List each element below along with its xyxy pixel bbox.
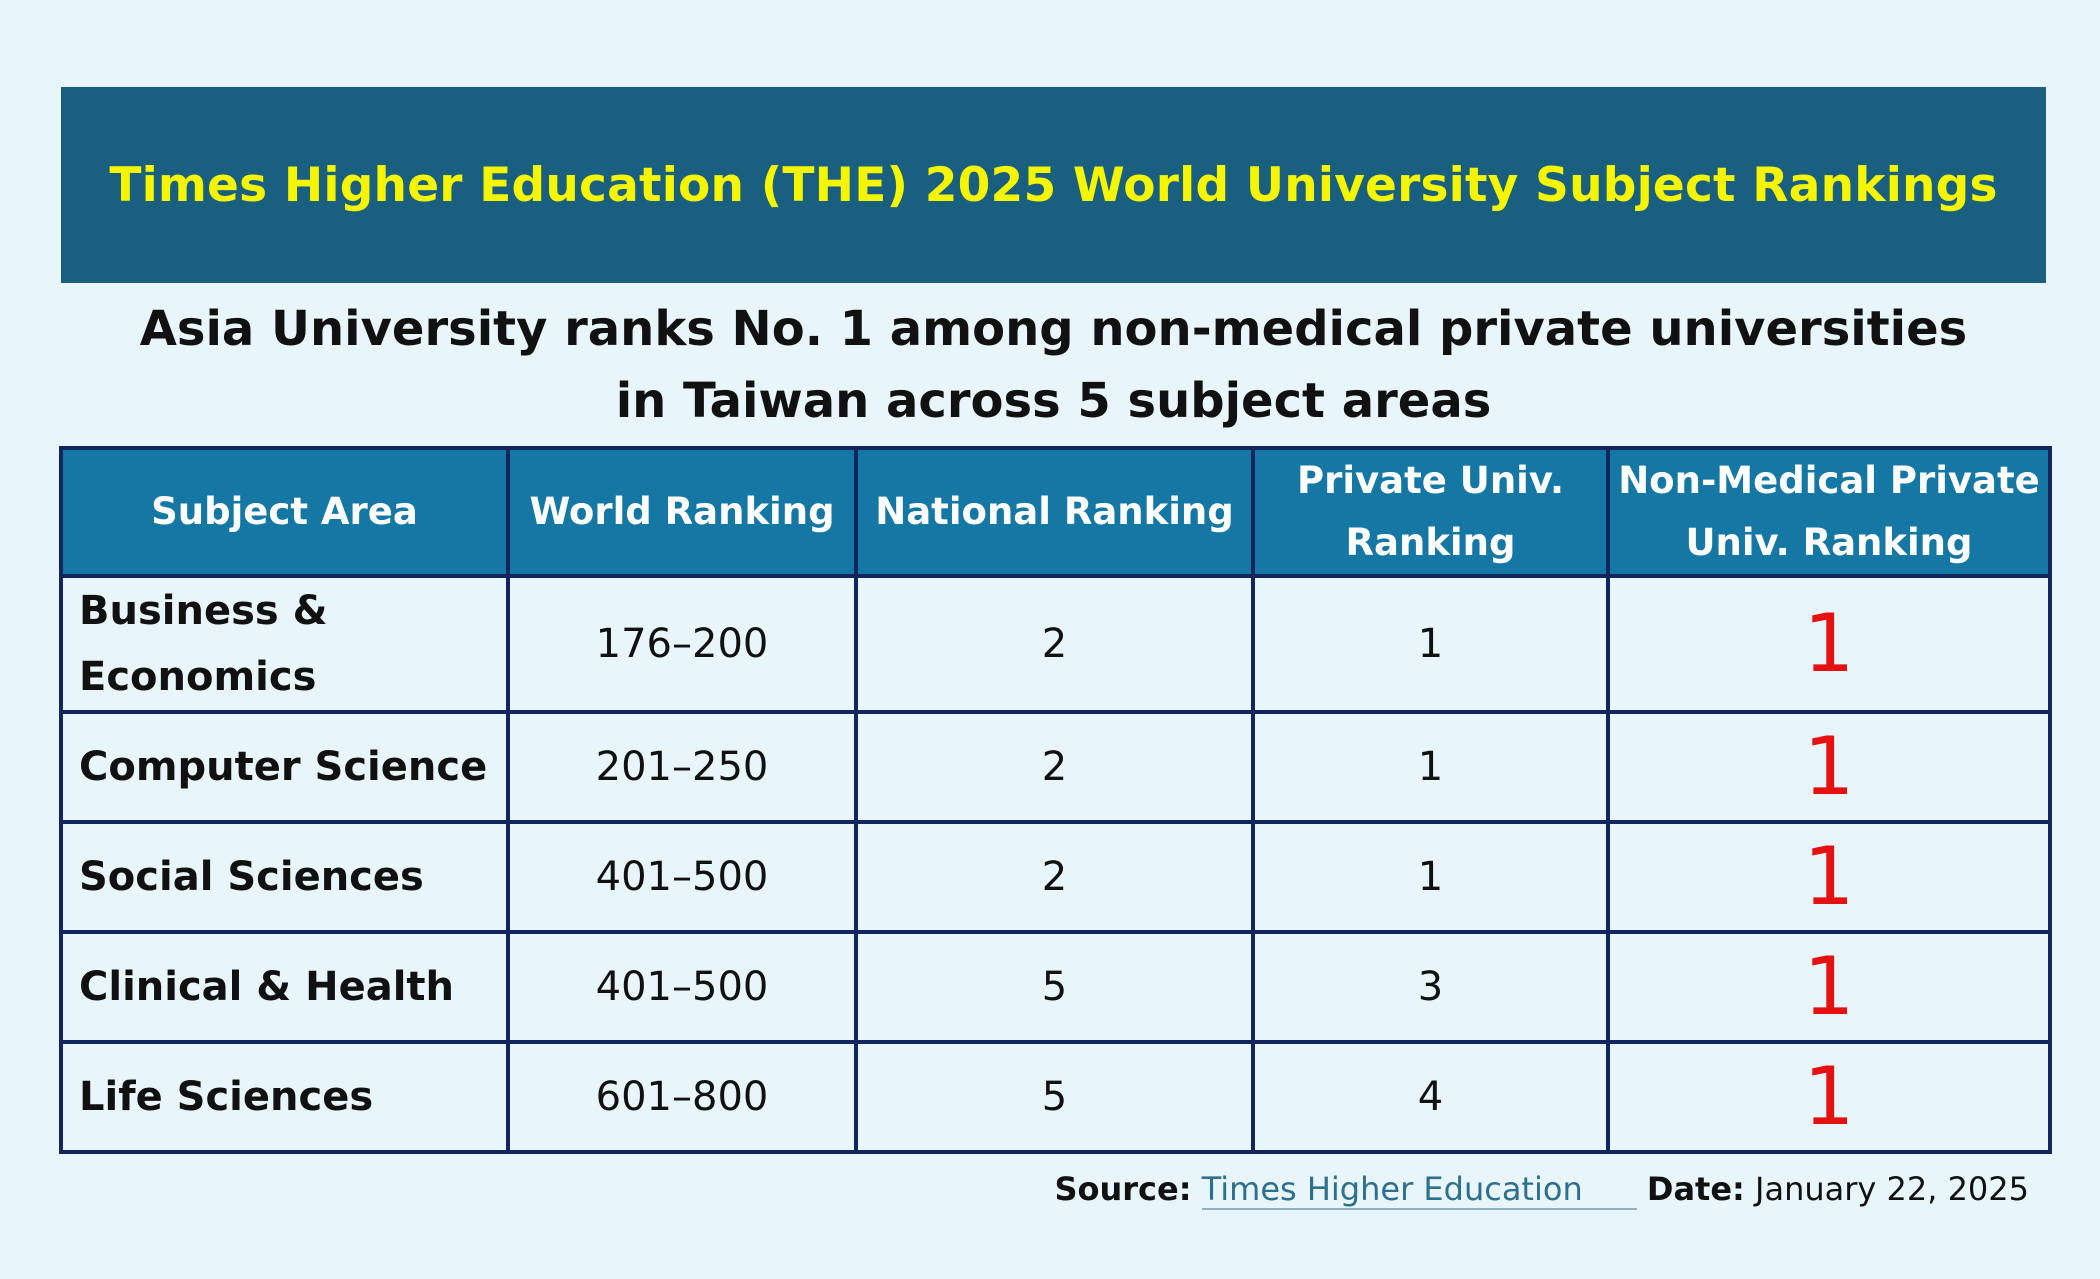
header-private-univ-ranking: Private Univ. Ranking bbox=[1251, 446, 1610, 578]
source-footer: Source: Times Higher Education Date: Jan… bbox=[1054, 1170, 2029, 1210]
table-row: Business & Economics 176–200 2 1 1 bbox=[59, 574, 2052, 714]
header-label: National Ranking bbox=[875, 490, 1234, 533]
header-label-line-1: Non-Medical Private bbox=[1618, 459, 2040, 502]
subtitle-line-2: in Taiwan across 5 subject areas bbox=[615, 373, 1492, 429]
table-row: Computer Science 201–250 2 1 1 bbox=[59, 710, 2052, 824]
national-ranking-cell: 2 bbox=[854, 710, 1255, 824]
header-row: Subject Area World Ranking National Rank… bbox=[59, 446, 2052, 578]
header-label: World Ranking bbox=[529, 490, 835, 533]
header-label-line-2: Univ. Ranking bbox=[1685, 521, 1973, 564]
subject-line-2: Economics bbox=[79, 654, 317, 700]
header-label: Subject Area bbox=[151, 490, 418, 533]
subtitle-line-1: Asia University ranks No. 1 among non-me… bbox=[139, 301, 1968, 357]
source-label: Source: bbox=[1054, 1170, 1192, 1208]
non-medical-private-ranking-cell: 1 bbox=[1606, 820, 2052, 934]
non-medical-private-ranking-cell: 1 bbox=[1606, 710, 2052, 824]
private-ranking-cell: 1 bbox=[1251, 574, 1610, 714]
source-link[interactable]: Times Higher Education bbox=[1201, 1170, 1637, 1210]
national-ranking-cell: 2 bbox=[854, 820, 1255, 934]
subject-line-1: Business & bbox=[79, 588, 328, 634]
date-label: Date: bbox=[1646, 1170, 1745, 1208]
date-value: January 22, 2025 bbox=[1755, 1170, 2029, 1208]
subject-cell: Business & Economics bbox=[59, 574, 510, 714]
world-ranking-cell: 176–200 bbox=[506, 574, 858, 714]
subject-cell: Life Sciences bbox=[59, 1040, 510, 1154]
header-world-ranking: World Ranking bbox=[506, 446, 858, 578]
header-label-line-1: Private Univ. bbox=[1296, 459, 1565, 502]
non-medical-private-ranking-cell: 1 bbox=[1606, 930, 2052, 1044]
table-row: Clinical & Health 401–500 5 3 1 bbox=[59, 930, 2052, 1044]
non-medical-private-ranking-cell: 1 bbox=[1606, 1040, 2052, 1154]
table-row: Social Sciences 401–500 2 1 1 bbox=[59, 820, 2052, 934]
national-ranking-cell: 5 bbox=[854, 930, 1255, 1044]
header-non-medical-private-ranking: Non-Medical Private Univ. Ranking bbox=[1606, 446, 2052, 578]
banner-title: Times Higher Education (THE) 2025 World … bbox=[109, 157, 1998, 213]
rankings-table: Subject Area World Ranking National Rank… bbox=[59, 446, 2052, 1154]
private-ranking-cell: 4 bbox=[1251, 1040, 1610, 1154]
title-banner: Times Higher Education (THE) 2025 World … bbox=[61, 87, 2046, 283]
private-ranking-cell: 3 bbox=[1251, 930, 1610, 1044]
header-subject-area: Subject Area bbox=[59, 446, 510, 578]
non-medical-private-ranking-cell: 1 bbox=[1606, 574, 2052, 714]
private-ranking-cell: 1 bbox=[1251, 820, 1610, 934]
world-ranking-cell: 601–800 bbox=[506, 1040, 858, 1154]
private-ranking-cell: 1 bbox=[1251, 710, 1610, 824]
subtitle: Asia University ranks No. 1 among non-me… bbox=[61, 293, 2046, 437]
world-ranking-cell: 201–250 bbox=[506, 710, 858, 824]
subject-cell: Clinical & Health bbox=[59, 930, 510, 1044]
header-label-line-2: Ranking bbox=[1345, 521, 1516, 564]
national-ranking-cell: 5 bbox=[854, 1040, 1255, 1154]
world-ranking-cell: 401–500 bbox=[506, 820, 858, 934]
national-ranking-cell: 2 bbox=[854, 574, 1255, 714]
table-row: Life Sciences 601–800 5 4 1 bbox=[59, 1040, 2052, 1154]
world-ranking-cell: 401–500 bbox=[506, 930, 858, 1044]
subject-cell: Computer Science bbox=[59, 710, 510, 824]
header-national-ranking: National Ranking bbox=[854, 446, 1255, 578]
subject-cell: Social Sciences bbox=[59, 820, 510, 934]
